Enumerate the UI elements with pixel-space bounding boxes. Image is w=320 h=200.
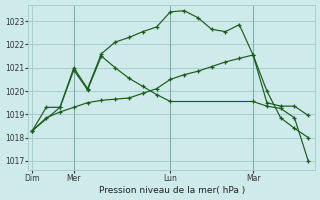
X-axis label: Pression niveau de la mer( hPa ): Pression niveau de la mer( hPa ) xyxy=(99,186,245,195)
